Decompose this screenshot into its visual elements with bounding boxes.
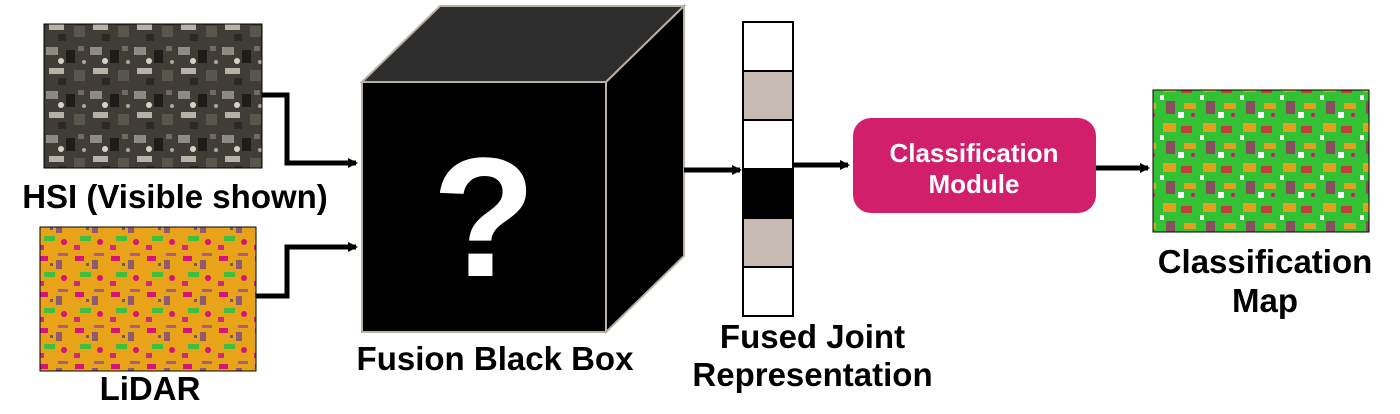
module-label-line1: Classification bbox=[889, 138, 1058, 168]
map-label-line1: Classification bbox=[1157, 243, 1373, 280]
fused-vector bbox=[742, 21, 794, 317]
classification-map-image bbox=[1152, 89, 1370, 233]
representation-label-line2: Representation bbox=[692, 356, 933, 393]
classification-module: Classification Module bbox=[853, 118, 1096, 213]
fusion-label: Fusion Black Box bbox=[356, 340, 634, 377]
lidar-image bbox=[39, 226, 257, 372]
vector-cell-white bbox=[742, 119, 794, 170]
hsi-arrow bbox=[262, 92, 358, 168]
vector-cell-white bbox=[742, 266, 794, 317]
vector-cell-white bbox=[742, 21, 794, 72]
vector-cell-gray bbox=[742, 70, 794, 121]
hsi-label: HSI (Visible shown) bbox=[22, 178, 328, 215]
cube-front-face bbox=[361, 81, 607, 333]
hsi-image bbox=[43, 23, 263, 169]
vector-cell-gray bbox=[742, 217, 794, 268]
vector-cell-black bbox=[742, 168, 794, 219]
classification-module-box bbox=[853, 118, 1096, 213]
lidar-arrow bbox=[256, 242, 358, 299]
representation-label-line1: Fused Joint bbox=[719, 318, 906, 355]
lidar-label: LiDAR bbox=[99, 370, 201, 407]
map-label-line2: Map bbox=[1232, 282, 1298, 319]
fusion-black-box: ? bbox=[359, 3, 687, 335]
question-mark-icon: ? bbox=[432, 123, 536, 313]
module-label-line2: Module bbox=[929, 169, 1020, 199]
